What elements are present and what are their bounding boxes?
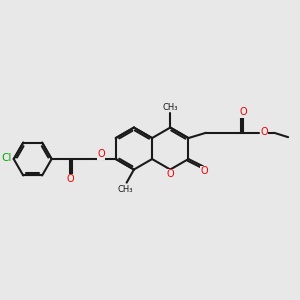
Text: Cl: Cl <box>1 154 12 164</box>
Text: O: O <box>260 127 268 137</box>
Text: O: O <box>239 107 247 117</box>
Text: O: O <box>98 149 105 159</box>
Text: O: O <box>200 166 208 176</box>
Text: O: O <box>67 174 74 184</box>
Text: CH₃: CH₃ <box>163 103 178 112</box>
Text: O: O <box>167 169 174 179</box>
Text: CH₃: CH₃ <box>117 184 133 194</box>
